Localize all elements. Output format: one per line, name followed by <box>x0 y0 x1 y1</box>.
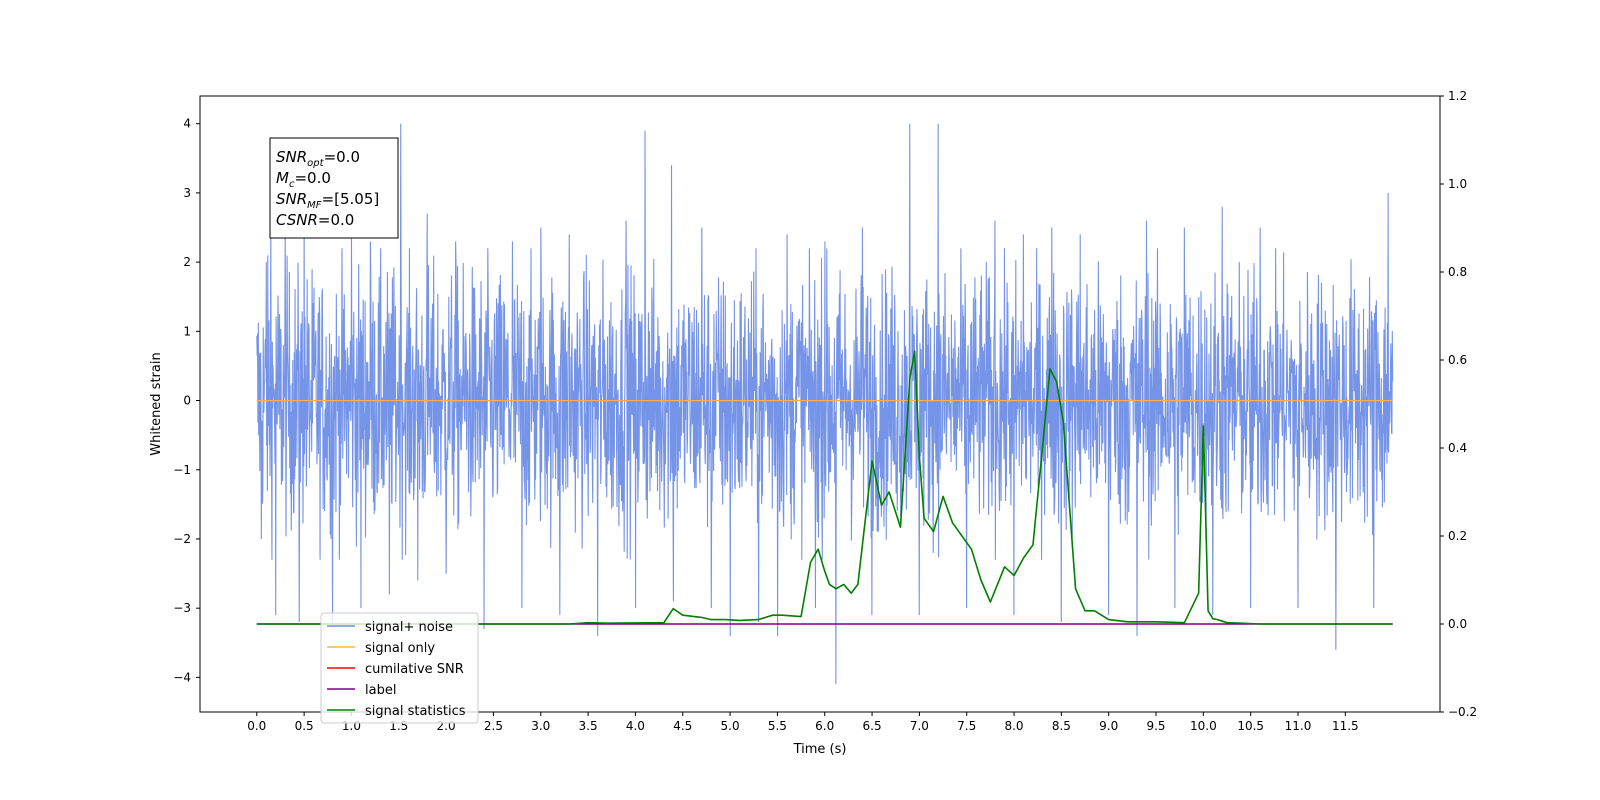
x-tick-label: 9.0 <box>1099 719 1118 733</box>
x-tick-label: 11.0 <box>1285 719 1312 733</box>
y-tick-label: −3 <box>173 601 191 615</box>
series-signal-noise-line <box>256 123 1394 685</box>
x-tick-label: 11.5 <box>1332 719 1359 733</box>
legend-label: label <box>365 683 396 698</box>
x-axis-label: Time (s) <box>793 742 847 757</box>
x-tick-label: 6.0 <box>815 719 834 733</box>
y-tick-label: −4 <box>173 670 191 684</box>
y2-tick-label: 0.8 <box>1448 265 1467 279</box>
x-tick-label: 10.0 <box>1190 719 1217 733</box>
x-tick-label: 2.5 <box>484 719 503 733</box>
info-line: SNRMF=[5.05] <box>276 190 379 211</box>
y-tick-label: 1 <box>183 324 191 338</box>
legend-label: signal+ noise <box>365 620 453 635</box>
y-tick-label: 0 <box>183 394 191 408</box>
x-tick-label: 6.5 <box>863 719 882 733</box>
x-tick-label: 3.5 <box>579 719 598 733</box>
legend-label: cumilative SNR <box>365 662 464 677</box>
x-tick-label: 10.5 <box>1237 719 1264 733</box>
y-axis-label: Whitened strain <box>149 352 164 455</box>
x-tick-label: 8.5 <box>1052 719 1071 733</box>
x-tick-label: 5.5 <box>768 719 787 733</box>
y2-tick-label: 1.0 <box>1448 177 1467 191</box>
y2-tick-label: −0.2 <box>1448 705 1477 719</box>
y-tick-label: 2 <box>183 255 191 269</box>
y-tick-label: −1 <box>173 463 191 477</box>
axes-frame <box>199 95 1441 713</box>
y2-tick-label: 0.2 <box>1448 529 1467 543</box>
x-tick-label: 4.0 <box>626 719 645 733</box>
info-line: CSNR=0.0 <box>276 211 354 229</box>
y2-tick-label: 0.4 <box>1448 441 1467 455</box>
x-tick-label: 8.0 <box>1004 719 1023 733</box>
legend-frame <box>320 612 479 724</box>
x-tick-label: 3.0 <box>531 719 550 733</box>
y-axis-left: 4 3 2 1 0 −1 −2 −3 −4 <box>173 117 200 684</box>
y-axis-right: 1.2 1.0 0.8 0.6 0.4 0.2 0.0 −0.2 <box>1440 89 1477 719</box>
y2-tick-label: 0.6 <box>1448 353 1467 367</box>
y-tick-label: −2 <box>173 532 191 546</box>
x-tick-label: 9.5 <box>1146 719 1165 733</box>
x-tick-label: 0.5 <box>295 719 314 733</box>
y2-tick-label: 1.2 <box>1448 89 1467 103</box>
x-tick-label: 7.5 <box>957 719 976 733</box>
y-tick-label: 4 <box>183 117 191 131</box>
x-tick-label: 0.0 <box>247 719 266 733</box>
plot-data <box>256 123 1394 685</box>
y2-tick-label: 0.0 <box>1448 617 1467 631</box>
info-box-frame <box>269 137 399 239</box>
x-tick-label: 4.5 <box>673 719 692 733</box>
info-line: SNRopt=0.0 <box>276 148 360 169</box>
legend: signal+ noise signal only cumilative SNR la… <box>320 612 479 724</box>
x-tick-label: 7.0 <box>910 719 929 733</box>
series-signal-statistics-line <box>256 350 1393 625</box>
legend-label: signal only <box>365 641 435 656</box>
info-line: Mc=0.0 <box>276 169 331 190</box>
x-tick-label: 5.0 <box>721 719 740 733</box>
y-tick-label: 3 <box>183 186 191 200</box>
legend-label: signal statistics <box>365 704 466 719</box>
